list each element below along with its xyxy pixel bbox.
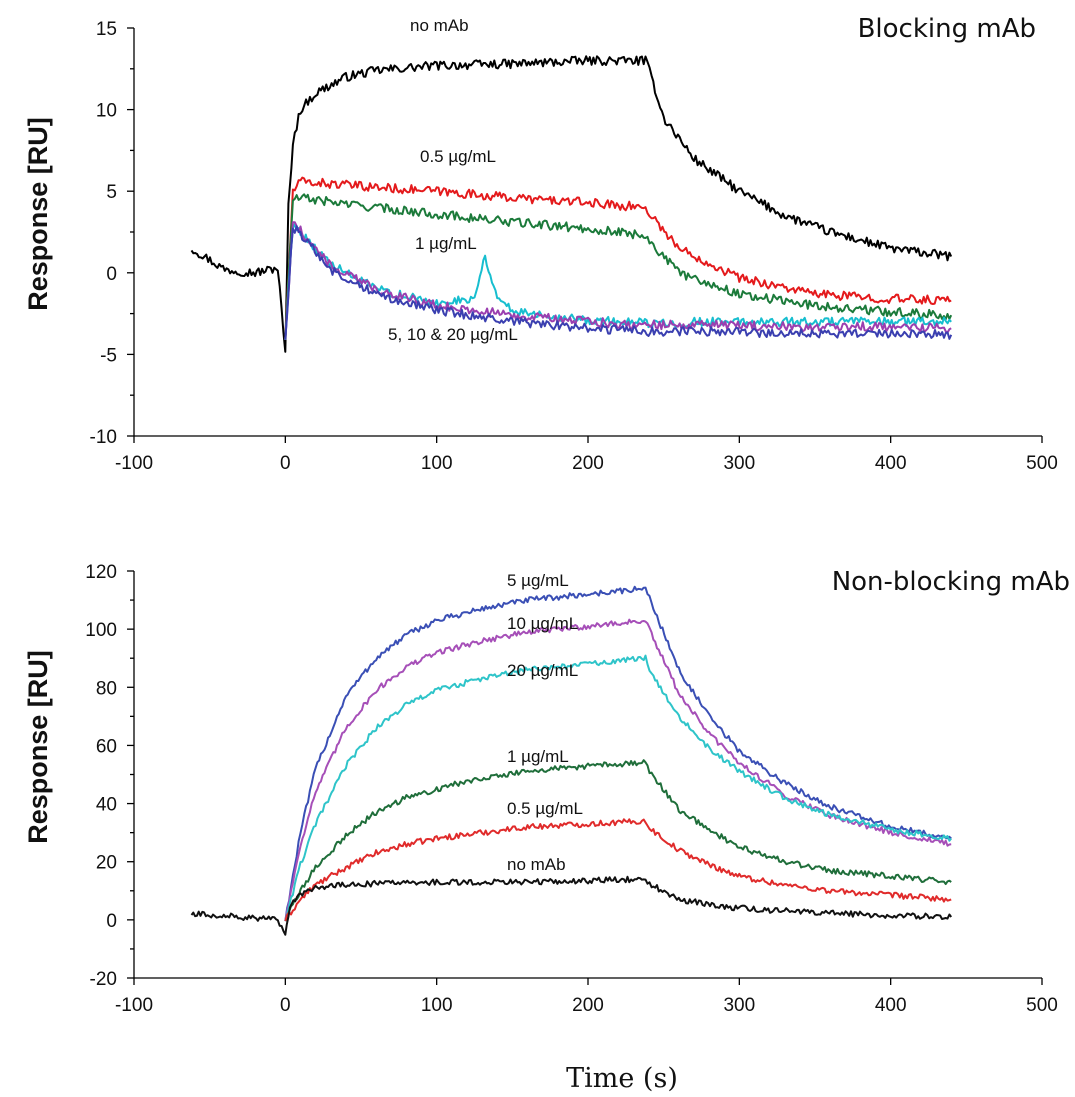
- blocking-series-line-4: [284, 221, 952, 340]
- non-blocking-chart-title: Non-blocking mAb: [832, 567, 1070, 597]
- blocking-y-tick-label: 5: [106, 182, 117, 203]
- blocking-x-tick-label: 300: [723, 453, 755, 474]
- blocking-x-tick-label: 0: [280, 453, 291, 474]
- non-blocking-x-tick-label: 300: [723, 995, 755, 1016]
- blocking-series-line-0: [190, 55, 953, 353]
- non-blocking-series: [190, 585, 953, 936]
- blocking-series-line-3: [284, 223, 952, 340]
- blocking-y-tick-label: -5: [100, 345, 117, 366]
- non-blocking-y-tick-label: 120: [85, 562, 117, 583]
- non-blocking-annotation-1: 1 µg/mL: [507, 747, 569, 766]
- non-blocking-series-line-1: [284, 618, 952, 922]
- non-blocking-x-tick-label: 100: [421, 995, 453, 1016]
- blocking-series-line-2: [284, 193, 953, 340]
- non-blocking-annotation-0-5: 0.5 µg/mL: [507, 799, 583, 818]
- non-blocking-annotation-10: 10 µg/mL: [507, 614, 578, 633]
- blocking-annotation-no-mab: no mAb: [410, 16, 469, 35]
- blocking-chart: Blocking mAb Response [RU] -100 0 100 200 30…: [23, 14, 1058, 474]
- blocking-x-tick-label: 100: [421, 453, 453, 474]
- blocking-y-axis-label: Response [RU]: [23, 117, 53, 311]
- blocking-y-tick-label: 0: [106, 264, 117, 285]
- non-blocking-x-tick-label: 200: [572, 995, 604, 1016]
- x-axis-title: Time (s): [566, 1063, 678, 1094]
- non-blocking-x-ticks: -100 0 100 200 300 400 500: [115, 978, 1058, 1016]
- non-blocking-y-axis-label: Response [RU]: [23, 650, 53, 844]
- blocking-chart-title: Blocking mAb: [858, 14, 1036, 44]
- non-blocking-x-tick-label: 400: [875, 995, 907, 1016]
- non-blocking-annotation-no-mab: no mAb: [507, 855, 566, 874]
- blocking-annotation-5-10-20: 5, 10 & 20 µg/mL: [388, 325, 518, 344]
- blocking-x-tick-label: 200: [572, 453, 604, 474]
- blocking-series: [190, 55, 953, 353]
- non-blocking-y-ticks: 120 100 80 60 40 20 0 -20: [85, 562, 134, 990]
- blocking-x-ticks: -100 0 100 200 300 400 500: [115, 436, 1058, 474]
- non-blocking-y-tick-label: 0: [106, 911, 117, 932]
- blocking-y-tick-label: 15: [96, 19, 117, 40]
- non-blocking-series-line-5: [190, 875, 953, 936]
- blocking-series-line-5: [284, 225, 953, 340]
- blocking-y-ticks: 15 10 5 0 -5 -10: [90, 19, 134, 448]
- blocking-y-tick-label: 10: [96, 101, 117, 122]
- blocking-series-line-1: [284, 176, 952, 341]
- non-blocking-annotation-5: 5 µg/mL: [507, 571, 569, 590]
- non-blocking-series-line-4: [284, 818, 952, 922]
- non-blocking-y-tick-label: 80: [96, 678, 117, 699]
- blocking-x-tick-label: 400: [875, 453, 907, 474]
- non-blocking-x-tick-label: -100: [115, 995, 153, 1016]
- blocking-annotation-1: 1 µg/mL: [415, 234, 477, 253]
- blocking-y-tick-label: -10: [90, 427, 117, 448]
- non-blocking-annotation-20: 20 µg/mL: [507, 661, 578, 680]
- non-blocking-series-line-2: [284, 654, 952, 922]
- non-blocking-x-tick-label: 500: [1026, 995, 1058, 1016]
- blocking-x-tick-label: 500: [1026, 453, 1058, 474]
- non-blocking-series-line-3: [284, 759, 952, 922]
- non-blocking-y-tick-label: 20: [96, 853, 117, 874]
- non-blocking-y-tick-label: 40: [96, 795, 117, 816]
- non-blocking-chart: Non-blocking mAb Response [RU] -100 0 100 2…: [23, 562, 1070, 1016]
- non-blocking-y-tick-label: 100: [85, 620, 117, 641]
- non-blocking-y-tick-label: 60: [96, 736, 117, 757]
- non-blocking-y-tick-label: -20: [90, 969, 117, 990]
- blocking-x-tick-label: -100: [115, 453, 153, 474]
- non-blocking-x-tick-label: 0: [280, 995, 291, 1016]
- blocking-annotation-0-5: 0.5 µg/mL: [420, 147, 496, 166]
- non-blocking-series-line-0: [284, 585, 952, 922]
